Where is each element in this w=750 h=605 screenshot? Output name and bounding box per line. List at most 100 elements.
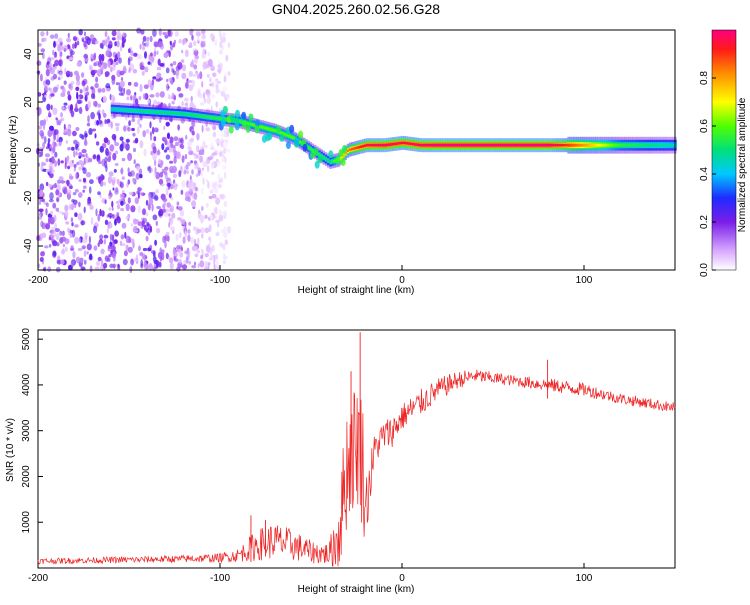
noise-speckle	[214, 39, 218, 47]
noise-speckle	[49, 166, 53, 175]
noise-speckle	[83, 31, 87, 37]
ridge-cell	[663, 143, 666, 147]
snr-panel: -200 -100 0 100 1000 2000 3000 4000 5000 Height …	[5, 328, 676, 595]
ridge-blob	[228, 125, 234, 134]
noise-speckle	[80, 72, 85, 78]
noise-speckle	[56, 134, 60, 141]
noise-speckle	[193, 160, 198, 164]
noise-speckle	[78, 166, 82, 171]
ridge-cell	[381, 143, 384, 147]
snr-ylabel: SNR (10 * v/v)	[5, 418, 16, 482]
noise-speckle	[192, 152, 197, 157]
noise-speckle	[57, 158, 61, 166]
noise-speckle	[226, 226, 232, 234]
ridge-cell	[584, 143, 588, 147]
noise-speckle	[171, 165, 176, 173]
noise-speckle	[157, 251, 163, 259]
noise-speckle	[199, 260, 205, 268]
noise-speckle	[83, 250, 87, 257]
noise-speckle	[188, 150, 194, 156]
noise-speckle	[212, 124, 217, 131]
noise-speckle	[72, 192, 77, 196]
noise-speckle	[168, 213, 171, 217]
noise-speckle	[115, 61, 119, 66]
noise-speckle	[191, 130, 195, 136]
noise-speckle	[142, 247, 148, 252]
noise-speckle	[125, 203, 130, 212]
noise-speckle	[127, 246, 133, 253]
noise-speckle	[69, 185, 74, 190]
noise-speckle	[161, 143, 165, 151]
noise-speckle	[133, 52, 138, 57]
noise-speckle	[185, 134, 188, 140]
noise-speckle	[173, 94, 176, 101]
noise-speckle	[72, 130, 77, 137]
noise-speckle	[137, 126, 140, 134]
noise-speckle	[161, 249, 165, 254]
noise-speckle	[98, 176, 102, 184]
noise-speckle	[189, 188, 192, 197]
noise-speckle	[43, 123, 45, 131]
noise-speckle	[214, 259, 220, 267]
noise-speckle	[222, 37, 226, 44]
ridge-cell	[123, 108, 127, 112]
noise-speckle	[78, 192, 83, 198]
x-tick-label: -200	[28, 275, 48, 286]
noise-speckle	[193, 64, 198, 70]
ridge-cell	[586, 143, 590, 147]
noise-speckle	[66, 73, 70, 78]
noise-speckle	[206, 96, 212, 105]
noise-speckle	[70, 217, 74, 223]
noise-speckle	[101, 87, 106, 93]
noise-speckle	[204, 261, 209, 268]
noise-speckle	[174, 70, 180, 76]
ridge-cell	[519, 143, 522, 147]
noise-speckle	[149, 94, 155, 98]
ridge-cell	[176, 112, 179, 115]
noise-speckle	[154, 239, 158, 246]
noise-speckle	[199, 155, 204, 163]
noise-speckle	[195, 70, 199, 75]
ridge-cell	[375, 143, 378, 147]
noise-speckle	[110, 66, 113, 73]
noise-speckle	[174, 252, 179, 257]
noise-speckle	[90, 58, 94, 62]
colorbar-label: Normalized spectral amplitude	[737, 97, 748, 232]
noise-speckle	[111, 200, 114, 208]
noise-speckle	[65, 156, 70, 165]
noise-speckle	[177, 62, 183, 70]
noise-speckle	[188, 84, 194, 92]
noise-speckle	[97, 160, 102, 165]
ridge-cell	[521, 143, 524, 147]
noise-speckle	[201, 187, 204, 195]
noise-speckle	[44, 153, 51, 158]
noise-speckle	[187, 234, 191, 242]
ridge-cell	[327, 159, 330, 162]
ridge-cell	[530, 143, 533, 147]
ridge-blob	[241, 120, 247, 129]
ridge-cell	[455, 143, 459, 147]
ridge-cell	[514, 143, 518, 147]
noise-speckle	[108, 122, 111, 128]
noise-speckle	[52, 50, 55, 56]
noise-speckle	[200, 169, 203, 178]
ridge-cell	[147, 110, 151, 113]
noise-speckle	[73, 164, 77, 168]
ridge-cell	[246, 122, 249, 125]
noise-speckle	[54, 33, 59, 39]
noise-speckle	[47, 142, 50, 148]
noise-speckle	[127, 197, 131, 204]
noise-speckle	[209, 189, 214, 194]
colorbar-tick-label: 0.4	[699, 167, 710, 181]
ridge-cell	[204, 115, 208, 118]
noise-speckle	[163, 149, 168, 153]
noise-speckle	[64, 211, 69, 217]
noise-speckle	[93, 245, 98, 251]
noise-speckle	[66, 179, 70, 187]
noise-speckle	[127, 48, 131, 53]
noise-speckle	[165, 121, 170, 127]
ridge-cell	[488, 143, 491, 147]
noise-speckle	[81, 167, 85, 171]
noise-speckle	[87, 100, 92, 109]
